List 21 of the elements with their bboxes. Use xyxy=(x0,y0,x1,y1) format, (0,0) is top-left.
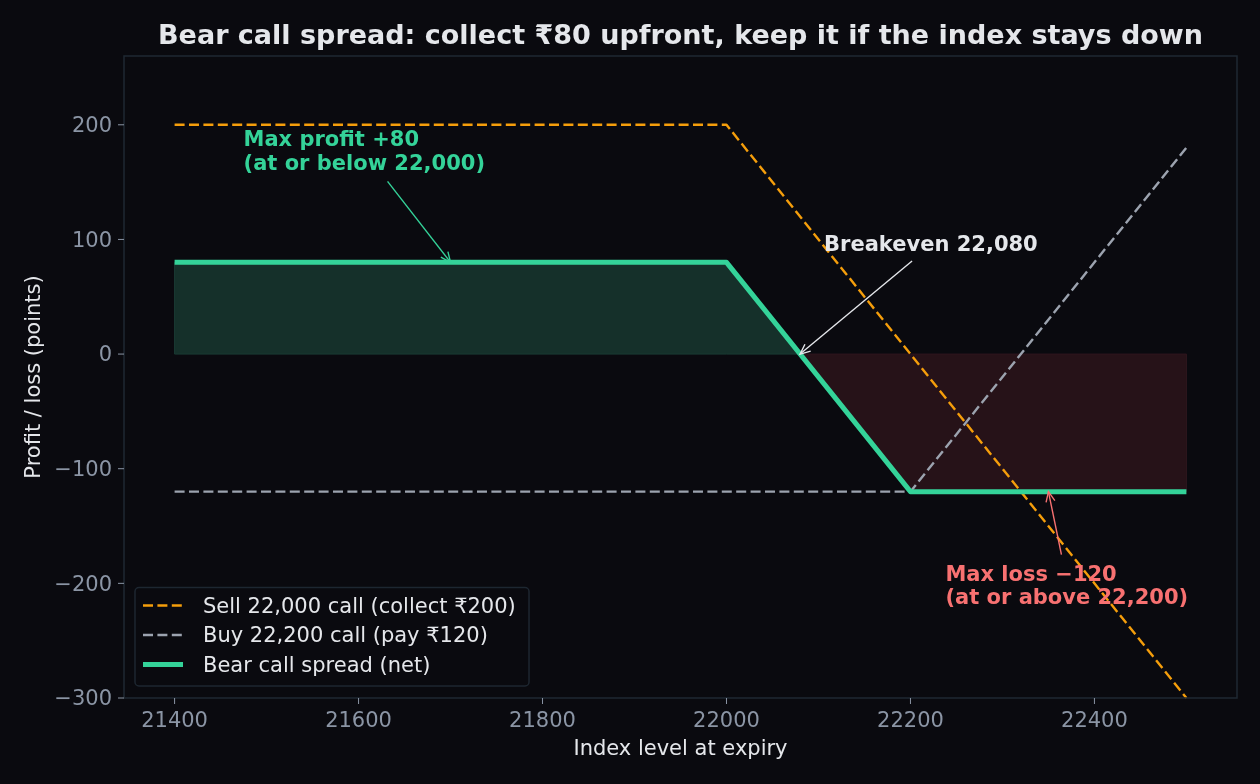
x-tick-label: 22200 xyxy=(877,708,944,732)
legend-label: Bear call spread (net) xyxy=(203,652,431,677)
y-tick-label: 200 xyxy=(71,113,112,138)
annotation: Max loss −120 (at or above 22,200) xyxy=(945,561,1189,610)
x-axis-title: Index level at expiry xyxy=(573,736,788,760)
legend-label: Buy 22,200 call (pay ₹120) xyxy=(203,623,488,648)
annotation: Max profit +80 (at or below 22,000) xyxy=(243,127,486,175)
legend-label: Sell 22,000 call (collect ₹200) xyxy=(203,593,516,618)
y-tick-label: −300 xyxy=(54,686,112,711)
annotation: Breakeven 22,080 xyxy=(824,232,1038,257)
y-tick-label: −200 xyxy=(54,571,112,596)
x-tick-label: 21800 xyxy=(509,708,576,732)
x-tick-label: 21400 xyxy=(141,708,208,732)
y-tick-label: 100 xyxy=(71,227,112,252)
y-tick-label: 0 xyxy=(98,342,112,367)
x-tick-label: 22000 xyxy=(693,708,760,732)
chart-title: Bear call spread: collect ₹80 upfront, keep it if the index stays down xyxy=(158,19,1203,50)
x-tick-label: 21600 xyxy=(325,708,392,732)
y-tick-label: −100 xyxy=(54,457,112,482)
x-tick-label: 22400 xyxy=(1061,708,1128,732)
y-axis-title: Profit / loss (points) xyxy=(21,275,45,479)
